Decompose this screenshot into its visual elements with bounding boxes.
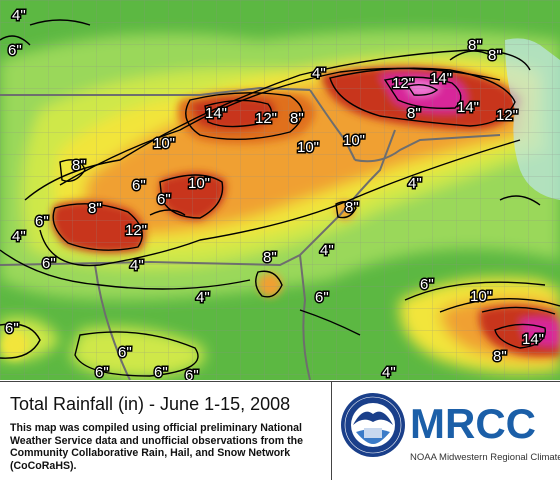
contour-label: 12": [125, 222, 147, 239]
contour-label: 6": [420, 276, 434, 293]
mrcc-logo: MRCC NOAA Midwestern Regional Climate Ce…: [340, 390, 560, 474]
contour-label: 10": [343, 132, 365, 149]
contour-label: 10": [297, 139, 319, 156]
contour-label: 4": [196, 289, 210, 306]
footer-divider: [331, 382, 332, 480]
contour-label: 10": [470, 288, 492, 305]
contour-label: 6": [132, 177, 146, 194]
contour-label: 14": [430, 70, 452, 87]
contour-label: 10": [153, 135, 175, 152]
contour-label: 8": [88, 200, 102, 217]
contour-label: 8": [493, 348, 507, 365]
contour-label: 14": [205, 105, 227, 122]
contour-label: 6": [157, 191, 171, 208]
county-grid: [0, 0, 560, 380]
contour-label: 4": [382, 364, 396, 380]
contour-label: 14": [522, 331, 544, 348]
noaa-seal-icon: [341, 393, 405, 457]
contour-label: 4": [312, 65, 326, 82]
contour-label: 6": [42, 255, 56, 272]
contour-label: 10": [188, 175, 210, 192]
mrcc-brand: MRCC: [410, 400, 536, 447]
contour-label: 8": [407, 105, 421, 122]
contour-label: 12": [392, 75, 414, 92]
contour-label: 6": [185, 367, 199, 380]
contour-label: 4": [320, 242, 334, 259]
contour-label: 4": [408, 175, 422, 192]
organization-name: NOAA Midwestern Regional Climate Center: [410, 452, 560, 463]
contour-label: 14": [457, 99, 479, 116]
contour-label: 12": [496, 107, 518, 124]
map-footer: Total Rainfall (in) - June 1-15, 2008 Th…: [0, 381, 560, 480]
map-description: This map was compiled using official pre…: [10, 422, 303, 472]
contour-label: 4": [12, 7, 26, 24]
contour-label: 6": [8, 42, 22, 59]
contour-label: 8": [345, 199, 359, 216]
contour-label: 8": [72, 157, 86, 174]
contour-label: 8": [468, 37, 482, 54]
contour-label: 12": [255, 110, 277, 127]
contour-label: 6": [35, 213, 49, 230]
contour-label: 8": [290, 110, 304, 127]
contour-label: 8": [488, 47, 502, 64]
map-title: Total Rainfall (in) - June 1-15, 2008: [10, 394, 291, 414]
contour-label: 4": [12, 228, 26, 245]
contour-label: 6": [315, 289, 329, 306]
contour-labels: 4" 6" 8" 4" 14" 12" 8" 12" 14" 8" 14" 12" 10" 10" 10" 8…: [4, 6, 546, 381]
contour-label: 4": [130, 257, 144, 274]
rainfall-map: 4" 6" 8" 4" 14" 12" 8" 12" 14" 8" 14" 12" 10" 10" 10" 8…: [0, 0, 560, 380]
contour-lines: [0, 19, 560, 377]
contour-label: 6": [95, 364, 109, 380]
contour-label: 6": [118, 344, 132, 361]
contour-label: 6": [5, 320, 19, 337]
contour-label: 8": [263, 249, 277, 266]
state-boundaries: [0, 86, 501, 380]
contour-label: 6": [154, 364, 168, 380]
